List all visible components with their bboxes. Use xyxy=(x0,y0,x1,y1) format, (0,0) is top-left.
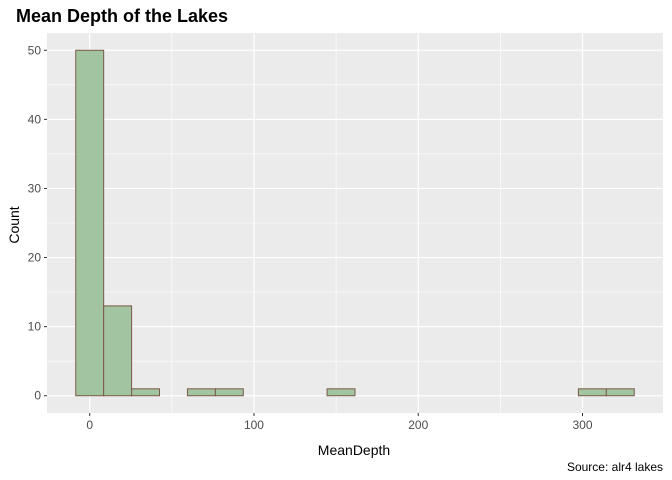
chart-title: Mean Depth of the Lakes xyxy=(16,6,228,26)
x-tick-label: 200 xyxy=(408,418,428,432)
x-tick-label: 0 xyxy=(86,418,93,432)
minor-gridlines xyxy=(47,33,663,413)
histogram-bar xyxy=(214,388,244,397)
histogram-bars xyxy=(75,49,635,397)
histogram-bar xyxy=(186,388,216,397)
y-tick-label: 30 xyxy=(28,181,42,195)
histogram-bar xyxy=(577,388,607,397)
y-tick-label: 50 xyxy=(28,43,42,57)
chart-caption: Source: alr4 lakes xyxy=(567,460,663,474)
histogram-bar xyxy=(103,305,133,397)
y-axis-title: Count xyxy=(6,206,22,243)
x-axis-title: MeanDepth xyxy=(318,442,390,458)
y-tick-label: 20 xyxy=(28,251,42,265)
y-tick-label: 10 xyxy=(28,320,42,334)
x-axis-ticks: 0 100 200 300 xyxy=(86,413,593,432)
histogram-bar xyxy=(75,49,105,397)
histogram-bar xyxy=(326,388,356,397)
y-tick-label: 0 xyxy=(34,389,41,403)
x-tick-label: 100 xyxy=(244,418,264,432)
histogram-bar xyxy=(605,388,635,397)
histogram-bar xyxy=(131,388,161,397)
y-axis-ticks: 0 10 20 30 40 50 xyxy=(28,43,47,403)
y-tick-label: 40 xyxy=(28,112,42,126)
x-tick-label: 300 xyxy=(572,418,592,432)
